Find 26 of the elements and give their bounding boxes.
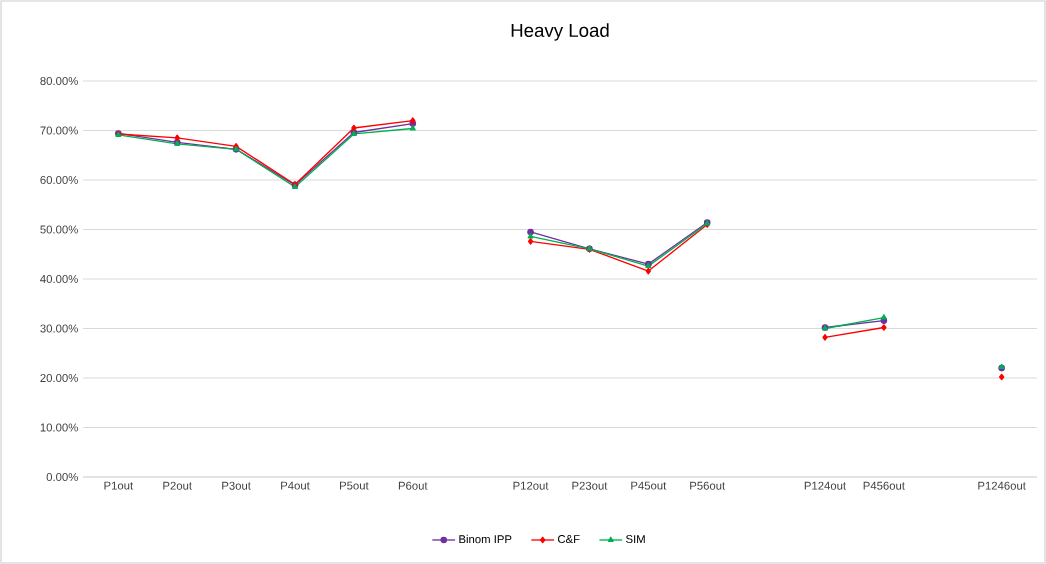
x-tick-label: P2out	[163, 481, 192, 490]
legend-label: C&F	[558, 535, 580, 544]
y-tick-label: 50.00%	[40, 225, 78, 234]
legend-label: SIM	[626, 535, 645, 544]
x-tick-label: P56out	[690, 481, 726, 490]
x-tick-label: P1out	[104, 481, 134, 490]
x-tick-label: P4out	[281, 481, 310, 490]
x-tick-label: P124out	[804, 481, 847, 490]
y-tick-label: 30.00%	[40, 324, 78, 333]
y-tick-label: 70.00%	[40, 126, 78, 135]
legend-label: Binom IPP	[459, 534, 512, 544]
x-tick-label: P456out	[863, 481, 905, 490]
y-tick-label: 10.00%	[40, 423, 78, 432]
x-tick-label: P3out	[222, 481, 251, 490]
x-tick-label: P5out	[340, 481, 369, 490]
x-tick-label: P6out	[398, 481, 428, 490]
x-tick-label: P23out	[572, 481, 608, 490]
y-tick-label: 60.00%	[40, 175, 78, 184]
chart-title: Heavy Load	[511, 23, 609, 41]
y-tick-label: 80.00%	[40, 76, 78, 85]
x-tick-label: P45out	[631, 481, 667, 490]
x-tick-label: P12out	[513, 481, 549, 490]
y-tick-label: 20.00%	[40, 373, 78, 382]
y-tick-label: 40.00%	[40, 274, 78, 283]
y-tick-label: 0.00%	[46, 472, 78, 481]
x-tick-label: P1246out	[978, 481, 1026, 490]
